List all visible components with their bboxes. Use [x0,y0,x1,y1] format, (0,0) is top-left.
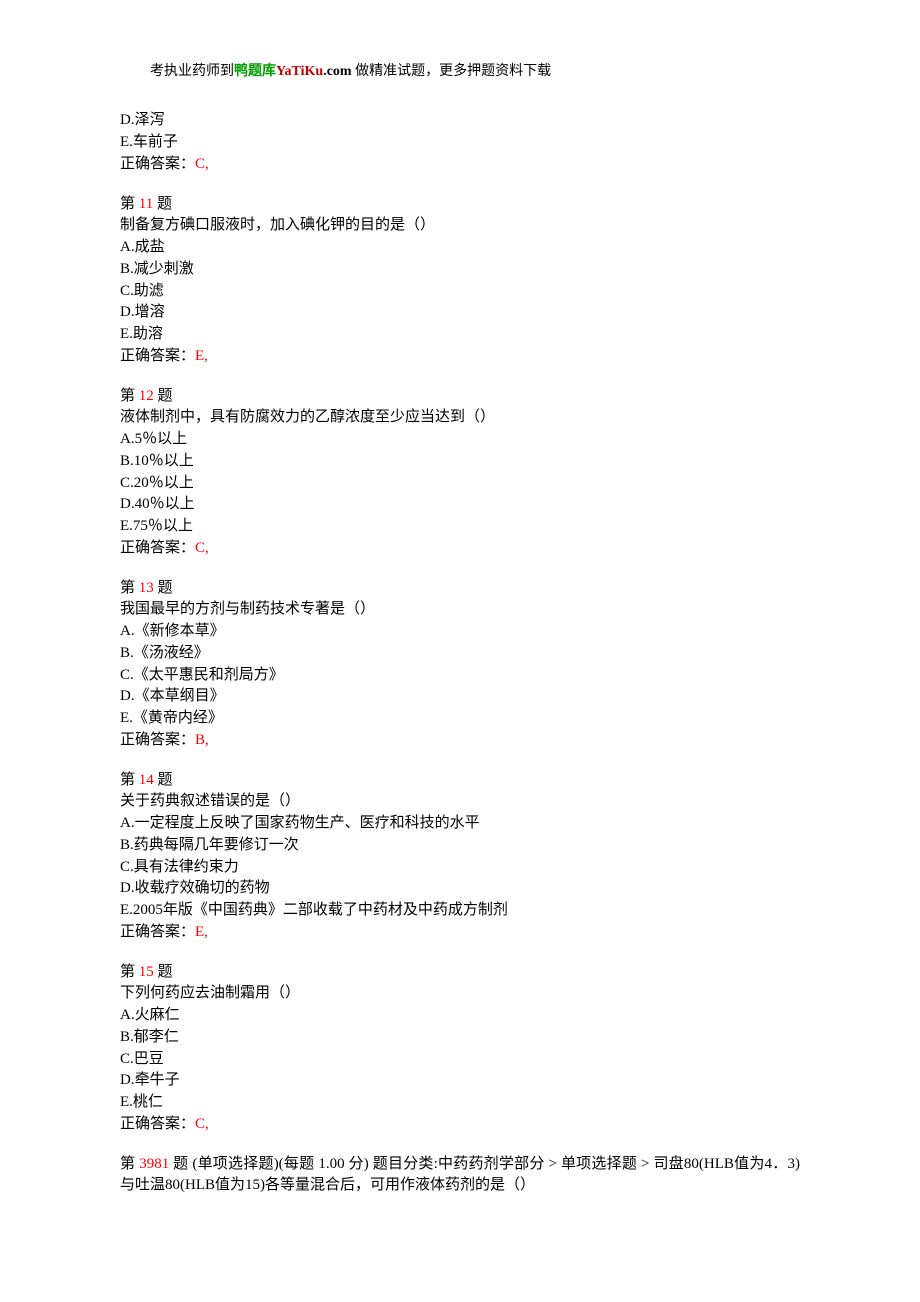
answer-line: 正确答案：E, [120,922,800,944]
header-prefix: 考执业药师到 [150,64,234,79]
option-c: C.巴豆 [120,1049,800,1071]
option-d: D.《本草纲目》 [120,686,800,708]
answer-value: C, [195,156,209,172]
q-label-post: 题 [154,964,173,980]
header-suffix: 做精准试题，更多押题资料下载 [352,64,552,79]
option-e: E.《黄帝内经》 [120,708,800,730]
question-block-3981: 第 3981 题 (单项选择题)(每题 1.00 分) 题目分类:中药药剂学部分… [120,1154,800,1198]
q-label-pre: 第 [120,196,139,212]
question-header: 第 13 题 [120,578,800,600]
option-b: B.药典每隔几年要修订一次 [120,835,800,857]
q-num: 3981 [139,1156,169,1172]
option-c: C.助滤 [120,281,800,303]
q-label-pre: 第 [120,388,139,404]
q-num: 15 [139,964,154,980]
answer-label: 正确答案： [120,348,195,364]
answer-line: 正确答案：C, [120,538,800,560]
option-b: B.《汤液经》 [120,643,800,665]
option-e: E.车前子 [120,132,800,154]
answer-line: 正确答案：B, [120,730,800,752]
answer-value: E, [195,348,208,364]
option-c: C.具有法律约束力 [120,857,800,879]
q-label-post: 题 (单项选择题)(每题 1.00 分) 题目分类:中药药剂学部分 > 单项选择… [120,1156,800,1194]
page: 考执业药师到鸭题库YaTiKu.com 做精准试题，更多押题资料下载 D.泽泻 … [0,0,920,1257]
q-label-post: 题 [154,388,173,404]
answer-label: 正确答案： [120,924,195,940]
answer-value: C, [195,540,209,556]
question-block-11: 第 11 题 制备复方碘口服液时，加入碘化钾的目的是（） A.成盐 B.减少刺激… [120,194,800,368]
answer-label: 正确答案： [120,732,195,748]
question-header: 第 12 题 [120,386,800,408]
option-c: C.《太平惠民和剂局方》 [120,665,800,687]
question-stem: 下列何药应去油制霜用（） [120,983,800,1005]
answer-line: 正确答案：C, [120,1114,800,1136]
header-green: 鸭题库 [234,64,276,79]
question-block-14: 第 14 题 关于药典叙述错误的是（） A.一定程度上反映了国家药物生产、医疗和… [120,770,800,944]
q-label-post: 题 [154,772,173,788]
q-label-pre: 第 [120,1156,139,1172]
question-header: 第 15 题 [120,962,800,984]
q-num: 11 [139,196,153,212]
page-header: 考执业药师到鸭题库YaTiKu.com 做精准试题，更多押题资料下载 [150,62,800,82]
answer-label: 正确答案： [120,156,195,172]
q-label-pre: 第 [120,772,139,788]
option-e: E.75％以上 [120,516,800,538]
option-c: C.20％以上 [120,473,800,495]
question-header: 第 11 题 [120,194,800,216]
question-header: 第 14 题 [120,770,800,792]
option-e: E.助溶 [120,324,800,346]
q-label-post: 题 [153,196,172,212]
q-num: 14 [139,772,154,788]
q-label-pre: 第 [120,964,139,980]
question-block-13: 第 13 题 我国最早的方剂与制药技术专著是（） A.《新修本草》 B.《汤液经… [120,578,800,752]
header-brand-black: .com [323,64,351,79]
question-stem: 关于药典叙述错误的是（） [120,791,800,813]
header-brand-red: YaTiKu [276,64,323,79]
option-d: D.牵牛子 [120,1070,800,1092]
answer-line: 正确答案：C, [120,154,800,176]
option-d: D.增溶 [120,302,800,324]
answer-value: E, [195,924,208,940]
question-stem: 制备复方碘口服液时，加入碘化钾的目的是（） [120,215,800,237]
option-e: E.桃仁 [120,1092,800,1114]
question-stem: 液体制剂中，具有防腐效力的乙醇浓度至少应当达到（） [120,407,800,429]
option-b: B.郁李仁 [120,1027,800,1049]
q-num: 13 [139,580,154,596]
option-a: A.一定程度上反映了国家药物生产、医疗和科技的水平 [120,813,800,835]
option-a: A.成盐 [120,237,800,259]
question-block-15: 第 15 题 下列何药应去油制霜用（） A.火麻仁 B.郁李仁 C.巴豆 D.牵… [120,962,800,1136]
answer-value: B, [195,732,209,748]
q-label-post: 题 [154,580,173,596]
option-a: A.5％以上 [120,429,800,451]
answer-label: 正确答案： [120,540,195,556]
option-d: D.收载疗效确切的药物 [120,878,800,900]
option-b: B.10％以上 [120,451,800,473]
option-a: A.火麻仁 [120,1005,800,1027]
question-block-12: 第 12 题 液体制剂中，具有防腐效力的乙醇浓度至少应当达到（） A.5％以上 … [120,386,800,560]
q-num: 12 [139,388,154,404]
answer-value: C, [195,1116,209,1132]
option-b: B.减少刺激 [120,259,800,281]
answer-line: 正确答案：E, [120,346,800,368]
q-label-pre: 第 [120,580,139,596]
question-stem: 我国最早的方剂与制药技术专著是（） [120,599,800,621]
option-e: E.2005年版《中国药典》二部收载了中药材及中药成方制剂 [120,900,800,922]
leading-fragment: D.泽泻 E.车前子 正确答案：C, [120,110,800,175]
answer-label: 正确答案： [120,1116,195,1132]
option-a: A.《新修本草》 [120,621,800,643]
option-d: D.40％以上 [120,494,800,516]
option-d: D.泽泻 [120,110,800,132]
